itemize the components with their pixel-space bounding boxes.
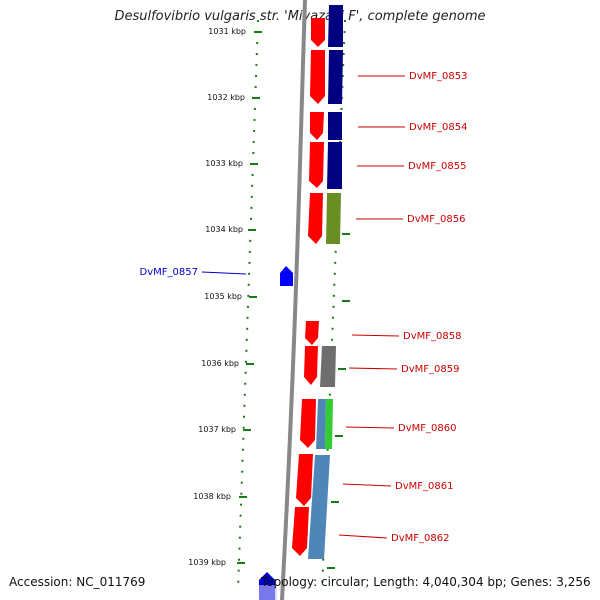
gene-arrow <box>296 454 313 506</box>
tick-label: 1032 kbp <box>207 93 245 102</box>
cog-bar <box>326 193 341 244</box>
gene-label: DvMF_0853 <box>409 71 467 82</box>
gene-label: DvMF_0856 <box>407 214 465 225</box>
major-ticks <box>237 31 262 564</box>
gene-arrow <box>308 193 323 244</box>
gene-arrow <box>300 399 316 448</box>
gene-arrow <box>311 18 325 47</box>
reverse-gene-arrow <box>280 266 293 286</box>
tick-label: 1034 kbp <box>205 225 243 234</box>
tick-label: 1035 kbp <box>204 292 242 301</box>
reverse-gene-shadow <box>259 585 277 600</box>
cog-bar <box>328 112 342 140</box>
gene-label: DvMF_0859 <box>401 364 459 375</box>
gene-arrow <box>309 142 324 188</box>
cog-bar <box>325 399 333 449</box>
gene-label: DvMF_0861 <box>395 481 453 492</box>
tick-label: 1039 kbp <box>188 558 226 567</box>
tick-label: 1037 kbp <box>198 425 236 434</box>
tick-label: 1038 kbp <box>193 492 231 501</box>
cog-bar <box>327 142 342 189</box>
map-title: Desulfovibrio vulgaris str. 'Miyazaki F'… <box>114 9 486 24</box>
gene-label: DvMF_0857 <box>140 267 198 278</box>
genome-backbone <box>280 0 307 600</box>
gene-arrow <box>310 112 324 140</box>
accession-text: Accession: NC_011769 <box>9 575 146 589</box>
cog-bar <box>320 346 336 387</box>
outer-major-ticks <box>327 233 350 569</box>
cog-bar <box>328 5 343 47</box>
topology-text: Topology: circular; Length: 4,040,304 bp… <box>261 575 591 589</box>
gene-label: DvMF_0860 <box>398 423 456 434</box>
forward-genes <box>292 18 325 556</box>
gene-label: DvMF_0858 <box>403 331 461 342</box>
gene-label: DvMF_0862 <box>391 533 449 544</box>
tick-label: 1036 kbp <box>201 359 239 368</box>
cog-bar <box>328 50 343 104</box>
label-leaders <box>201 75 405 539</box>
gene-arrow <box>292 507 309 556</box>
gene-arrow <box>304 346 318 385</box>
cog-bar <box>308 455 330 559</box>
cog-bars <box>308 5 343 559</box>
gene-label: DvMF_0854 <box>409 122 467 133</box>
cog-bar <box>316 399 326 449</box>
gene-label: DvMF_0855 <box>408 161 466 172</box>
tick-label: 1033 kbp <box>205 159 243 168</box>
tick-label: 1031 kbp <box>208 27 246 36</box>
inner-tick-ring <box>237 19 259 591</box>
gene-arrow <box>305 321 319 345</box>
gene-arrow <box>310 50 325 104</box>
